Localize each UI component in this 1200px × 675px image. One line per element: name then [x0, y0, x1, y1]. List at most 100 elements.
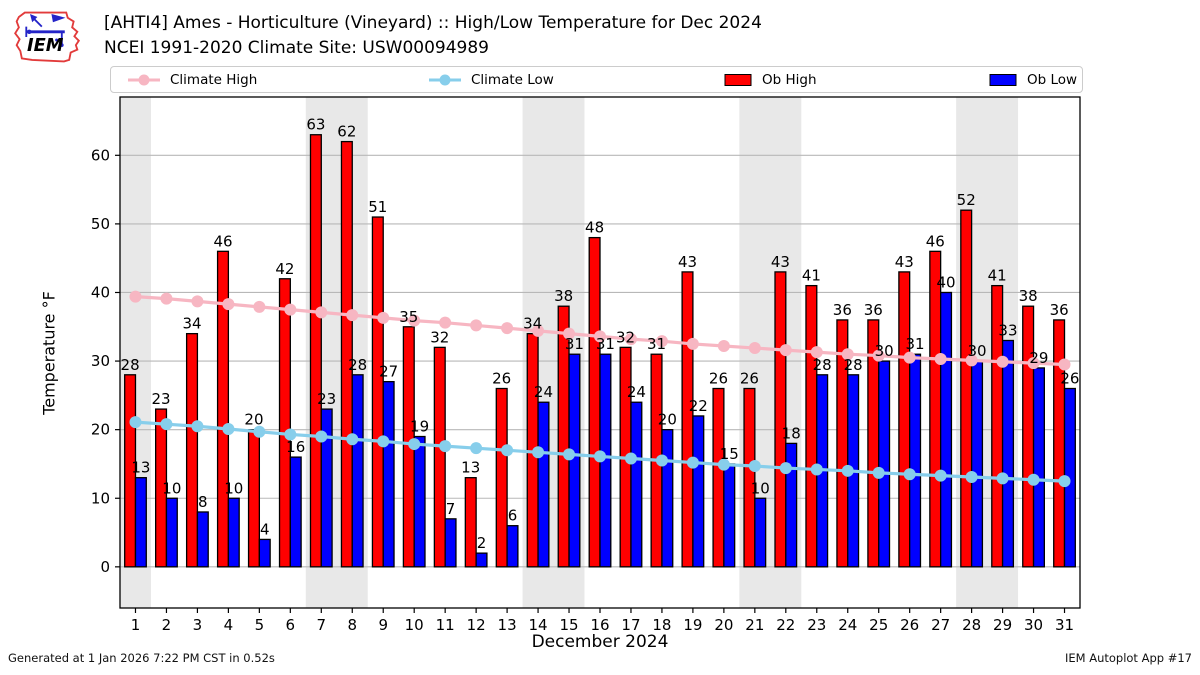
climate-high-marker — [965, 354, 978, 367]
climate-high-marker — [810, 346, 823, 359]
ob-low-value-label: 18 — [782, 424, 801, 442]
ob-high-value-label: 23 — [152, 390, 171, 408]
ob-low-bar — [227, 497, 240, 568]
climate-high-marker — [996, 355, 1009, 368]
ob-high-value-label: 48 — [585, 219, 604, 237]
climate-low-marker — [624, 452, 637, 465]
iem-logo-text: IEM — [27, 36, 64, 56]
ob-low-value-label: 31 — [565, 335, 584, 353]
ob-low-bar — [258, 538, 271, 568]
ob-high-value-label: 36 — [833, 301, 852, 319]
ob-high-value-label: 35 — [399, 308, 418, 326]
climate-low-marker — [191, 420, 204, 433]
ob-high-swatch-icon — [724, 73, 752, 86]
climate-high-marker — [841, 348, 854, 361]
x-tick-label: 23 — [807, 616, 826, 634]
ob-high-value-label: 13 — [461, 459, 480, 477]
x-tick-label: 31 — [1055, 616, 1074, 634]
ob-low-value-label: 40 — [936, 273, 955, 291]
climate-high-marker — [872, 349, 885, 362]
x-tick-label: 15 — [559, 616, 578, 634]
ob-high-value-label: 51 — [368, 198, 387, 216]
ob-low-value-label: 22 — [689, 397, 708, 415]
climate-low-marker — [284, 428, 297, 441]
y-axis-label: Temperature °F — [39, 291, 59, 415]
ob-high-value-label: 32 — [430, 328, 449, 346]
climate-low-marker — [934, 469, 947, 482]
y-tick-label: 30 — [91, 352, 110, 370]
ob-high-value-label: 46 — [213, 232, 232, 250]
x-tick-label: 29 — [993, 616, 1012, 634]
legend-item-ob-high: Ob High — [724, 72, 817, 88]
ob-high-bar — [898, 271, 911, 568]
climate-high-marker — [408, 314, 421, 327]
ob-high-value-label: 52 — [957, 191, 976, 209]
x-tick-label: 1 — [131, 616, 141, 634]
ob-low-bar — [351, 374, 364, 568]
ob-high-value-label: 43 — [895, 253, 914, 271]
legend-label: Ob High — [762, 71, 817, 88]
legend-item-ob-low: Ob Low — [989, 72, 1077, 88]
ob-high-value-label: 43 — [678, 253, 697, 271]
ob-high-value-label: 62 — [337, 123, 356, 141]
ob-low-value-label: 24 — [534, 383, 553, 401]
ob-low-value-label: 31 — [596, 335, 615, 353]
ob-high-value-label: 20 — [244, 411, 263, 429]
climate-high-marker — [222, 298, 235, 311]
legend-label: Climate Low — [471, 71, 554, 88]
ob-high-value-label: 31 — [647, 335, 666, 353]
climate-low-marker — [872, 466, 885, 479]
climate-high-marker — [470, 319, 483, 332]
climate-high-marker — [1027, 357, 1040, 370]
climate-high-marker — [253, 300, 266, 313]
x-tick-label: 16 — [590, 616, 609, 634]
ob-high-value-label: 26 — [709, 370, 728, 388]
chart-title: [AHTI4] Ames - Horticulture (Vineyard) :… — [104, 13, 762, 33]
ob-low-value-label: 23 — [317, 390, 336, 408]
ob-low-bar — [134, 477, 147, 568]
ob-low-bar — [692, 415, 705, 568]
climate-low-marker — [129, 416, 142, 429]
climate-low-marker — [903, 468, 916, 481]
climate-low-marker — [965, 470, 978, 483]
x-tick-label: 13 — [498, 616, 517, 634]
chart-subtitle: NCEI 1991-2020 Climate Site: USW00094989 — [104, 38, 489, 58]
ob-high-bar — [185, 332, 199, 568]
ob-low-value-label: 20 — [658, 411, 677, 429]
ob-high-bar — [1022, 305, 1035, 568]
x-tick-label: 4 — [224, 616, 234, 634]
climate-high-marker — [686, 337, 699, 350]
iowa-outline — [14, 11, 81, 63]
ob-high-bar — [681, 271, 694, 568]
climate-low-marker — [841, 464, 854, 477]
ob-low-value-label: 30 — [967, 342, 986, 360]
ob-low-bar — [661, 429, 674, 568]
ob-high-value-label: 42 — [275, 260, 294, 278]
ob-low-value-label: 29 — [1029, 349, 1048, 367]
ob-high-value-label: 36 — [864, 301, 883, 319]
ob-low-bar — [382, 381, 395, 568]
y-tick-label: 20 — [91, 421, 110, 439]
x-tick-label: 21 — [745, 616, 764, 634]
x-tick-label: 22 — [776, 616, 795, 634]
climate-low-marker — [470, 442, 483, 455]
x-axis-label: December 2024 — [531, 632, 669, 652]
ob-high-value-label: 46 — [926, 232, 945, 250]
ob-high-bar — [124, 374, 137, 568]
climate-high-marker — [624, 333, 637, 346]
x-tick-label: 12 — [467, 616, 486, 634]
ob-high-value-label: 26 — [740, 370, 759, 388]
iowa-state-icon: IEM — [14, 11, 81, 63]
climate-high-marker — [532, 324, 545, 337]
y-tick-label: 10 — [91, 489, 110, 507]
climate-low-marker — [222, 422, 235, 435]
weather-vane-icon — [25, 14, 66, 47]
ob-high-bar — [340, 140, 353, 568]
ob-high-bar — [216, 250, 230, 568]
x-tick-label: 2 — [162, 616, 172, 634]
ob-low-bar — [1001, 339, 1015, 568]
climate-high-marker — [594, 330, 606, 343]
ob-low-bar — [723, 463, 736, 568]
ob-low-bar — [785, 442, 798, 568]
ob-low-value-label: 28 — [348, 356, 367, 374]
